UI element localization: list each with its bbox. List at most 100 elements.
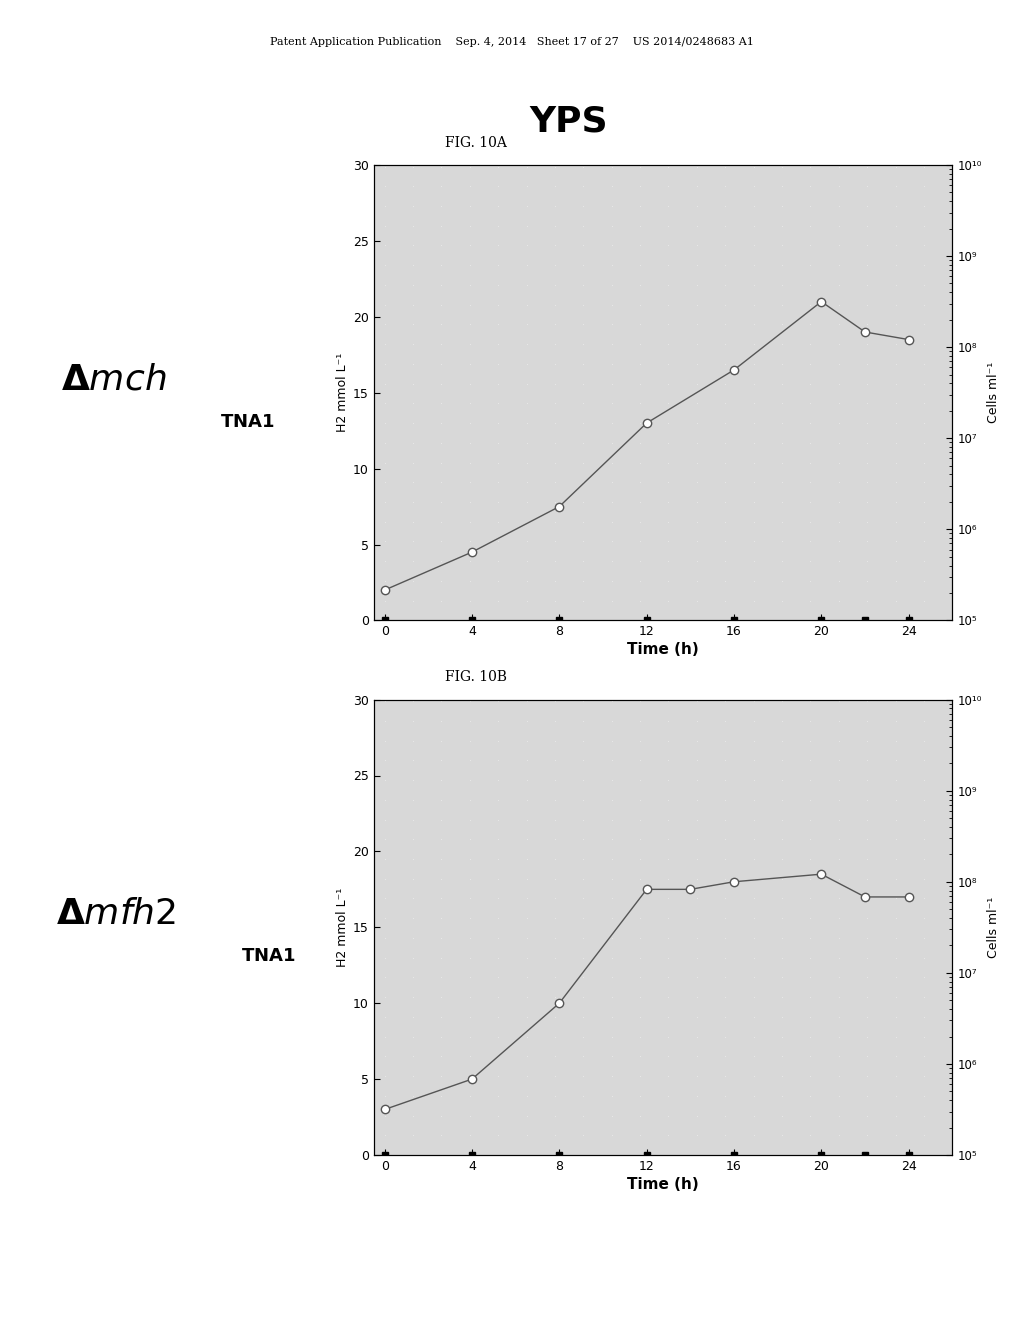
Point [774,354,791,375]
Point [462,610,478,631]
Point [745,471,762,492]
Point [830,570,847,591]
Point [689,1006,706,1027]
Point [774,966,791,987]
Point [404,1006,421,1027]
Point [774,610,791,631]
Point [660,710,677,731]
Point [462,590,478,611]
Point [518,1006,535,1027]
Point [660,1125,677,1146]
Point [404,334,421,355]
Point [603,869,620,890]
Point [490,1144,507,1166]
Point [490,374,507,395]
Point [404,966,421,987]
Point [575,195,592,216]
Point [632,1026,648,1047]
Point [377,1065,393,1086]
Point [462,690,478,711]
Point [774,334,791,355]
Point [859,215,876,236]
Point [632,531,648,552]
Point [915,928,932,949]
Point [660,314,677,335]
Point [632,471,648,492]
Point [377,570,393,591]
Point [774,511,791,532]
Point [802,849,818,870]
Point [745,610,762,631]
Point [433,412,450,433]
Point [490,590,507,611]
Point [433,829,450,850]
Point [404,570,421,591]
Point [689,511,706,532]
Point [888,888,904,909]
Point [603,432,620,453]
Point [830,195,847,216]
Point [888,610,904,631]
Point [547,986,563,1007]
Point [717,690,733,711]
Point [404,1085,421,1106]
Point [689,176,706,197]
Point [689,869,706,890]
Point [745,590,762,611]
Point [433,195,450,216]
Point [689,690,706,711]
Point [802,176,818,197]
Point [830,710,847,731]
Point [603,550,620,572]
X-axis label: Time (h): Time (h) [627,1177,699,1192]
Point [888,710,904,731]
Point [603,789,620,810]
Point [717,374,733,395]
Point [575,570,592,591]
Point [377,255,393,276]
Point [802,235,818,256]
Point [377,393,393,414]
Point [859,354,876,375]
Point [547,235,563,256]
Point [944,750,961,771]
Point [575,1085,592,1106]
Point [660,412,677,433]
Point [377,334,393,355]
Point [433,570,450,591]
Point [944,314,961,335]
Point [490,690,507,711]
Point [575,393,592,414]
Point [915,1144,932,1166]
Point [802,195,818,216]
Point [774,710,791,731]
Point [603,511,620,532]
Point [774,948,791,969]
Point [859,590,876,611]
Point [717,294,733,315]
Point [774,275,791,296]
Point [717,314,733,335]
Point [830,1125,847,1146]
Text: $\mathbf{\Delta}$$\mathbf{\mathit{mch}}$: $\mathbf{\Delta}$$\mathbf{\mathit{mch}}$ [61,363,167,396]
Point [404,710,421,731]
Point [603,730,620,751]
Point [888,215,904,236]
Point [433,1026,450,1047]
Point [774,888,791,909]
Point [859,314,876,335]
Point [462,710,478,731]
Point [944,432,961,453]
Point [802,590,818,611]
Point [802,710,818,731]
Point [660,966,677,987]
Point [462,412,478,433]
Point [888,176,904,197]
Point [660,1006,677,1027]
Point [944,770,961,791]
Point [490,829,507,850]
Point [944,710,961,731]
Point [717,710,733,731]
Point [575,1065,592,1086]
Point [404,255,421,276]
